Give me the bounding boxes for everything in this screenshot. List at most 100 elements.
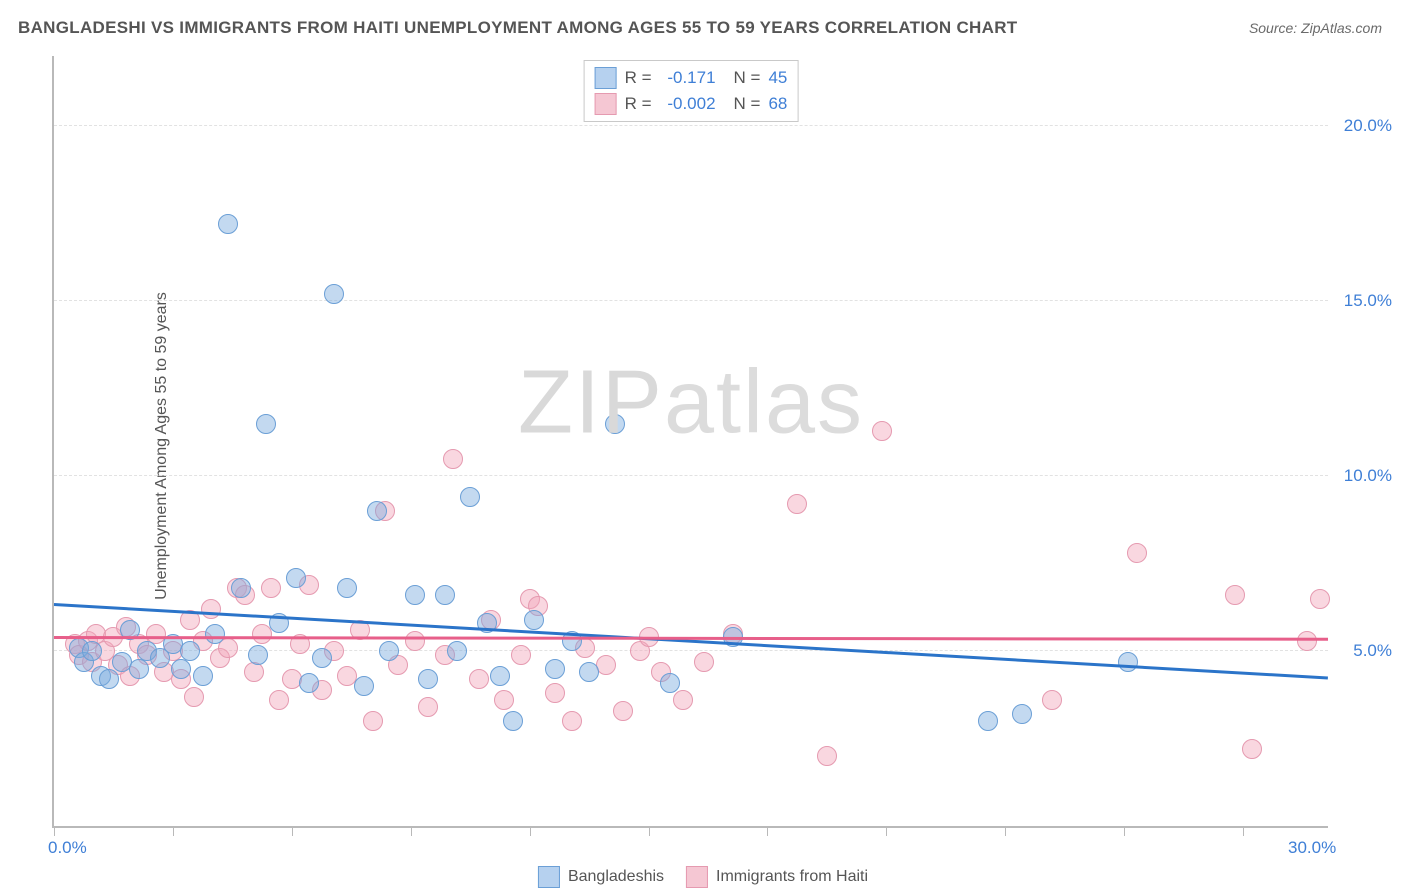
x-tick xyxy=(411,826,412,836)
data-point xyxy=(256,414,276,434)
data-point xyxy=(613,701,633,721)
data-point xyxy=(503,711,523,731)
data-point xyxy=(469,669,489,689)
data-point xyxy=(218,214,238,234)
legend-row: R = -0.002 N = 68 xyxy=(595,91,788,117)
data-point xyxy=(787,494,807,514)
legend-swatch xyxy=(595,67,617,89)
legend-n-value: 45 xyxy=(768,68,787,88)
y-tick-label: 10.0% xyxy=(1344,466,1392,486)
y-tick-label: 20.0% xyxy=(1344,116,1392,136)
data-point xyxy=(324,284,344,304)
x-tick xyxy=(292,826,293,836)
data-point xyxy=(99,669,119,689)
data-point xyxy=(1012,704,1032,724)
legend-row: R = -0.171 N = 45 xyxy=(595,65,788,91)
data-point xyxy=(337,578,357,598)
data-point xyxy=(817,746,837,766)
data-point xyxy=(1042,690,1062,710)
data-point xyxy=(379,641,399,661)
x-tick xyxy=(1243,826,1244,836)
data-point xyxy=(545,683,565,703)
x-tick xyxy=(530,826,531,836)
data-point xyxy=(261,578,281,598)
data-point xyxy=(201,599,221,619)
data-point xyxy=(418,669,438,689)
legend-item: Bangladeshis xyxy=(538,866,664,888)
legend-label: Bangladeshis xyxy=(568,868,664,886)
data-point xyxy=(354,676,374,696)
x-tick xyxy=(1124,826,1125,836)
data-point xyxy=(363,711,383,731)
watermark: ZIPatlas xyxy=(518,351,864,454)
y-tick-label: 5.0% xyxy=(1353,641,1392,661)
data-point xyxy=(1310,589,1330,609)
data-point xyxy=(435,585,455,605)
data-point xyxy=(231,578,251,598)
data-point xyxy=(184,687,204,707)
data-point xyxy=(460,487,480,507)
data-point xyxy=(405,631,425,651)
gridline xyxy=(54,650,1328,651)
source-attribution: Source: ZipAtlas.com xyxy=(1249,20,1382,36)
chart-title: BANGLADESHI VS IMMIGRANTS FROM HAITI UNE… xyxy=(18,18,1017,38)
y-tick-label: 15.0% xyxy=(1344,291,1392,311)
legend-swatch xyxy=(538,866,560,888)
data-point xyxy=(660,673,680,693)
legend-r-value: -0.171 xyxy=(660,68,716,88)
data-point xyxy=(545,659,565,679)
data-point xyxy=(286,568,306,588)
data-point xyxy=(673,690,693,710)
data-point xyxy=(1297,631,1317,651)
gridline xyxy=(54,125,1328,126)
x-tick xyxy=(649,826,650,836)
legend-n-label: N = xyxy=(734,94,761,114)
x-tick xyxy=(54,826,55,836)
data-point xyxy=(978,711,998,731)
data-point xyxy=(299,673,319,693)
data-point xyxy=(312,648,332,668)
data-point xyxy=(605,414,625,434)
data-point xyxy=(82,641,102,661)
data-point xyxy=(418,697,438,717)
x-tick xyxy=(1005,826,1006,836)
data-point xyxy=(694,652,714,672)
legend-item: Immigrants from Haiti xyxy=(686,866,868,888)
series-legend: Bangladeshis Immigrants from Haiti xyxy=(538,866,868,888)
data-point xyxy=(171,659,191,679)
watermark-atlas: atlas xyxy=(664,352,864,452)
data-point xyxy=(1127,543,1147,563)
legend-r-value: -0.002 xyxy=(660,94,716,114)
correlation-legend: R = -0.171 N = 45 R = -0.002 N = 68 xyxy=(584,60,799,122)
data-point xyxy=(562,711,582,731)
data-point xyxy=(490,666,510,686)
legend-swatch xyxy=(595,93,617,115)
data-point xyxy=(511,645,531,665)
data-point xyxy=(872,421,892,441)
data-point xyxy=(579,662,599,682)
legend-n-label: N = xyxy=(734,68,761,88)
data-point xyxy=(180,641,200,661)
x-tick xyxy=(173,826,174,836)
data-point xyxy=(1118,652,1138,672)
gridline xyxy=(54,300,1328,301)
legend-label: Immigrants from Haiti xyxy=(716,868,868,886)
legend-r-label: R = xyxy=(625,68,652,88)
legend-n-value: 68 xyxy=(768,94,787,114)
legend-r-label: R = xyxy=(625,94,652,114)
data-point xyxy=(524,610,544,630)
data-point xyxy=(129,659,149,679)
legend-swatch xyxy=(686,866,708,888)
data-point xyxy=(248,645,268,665)
x-tick xyxy=(886,826,887,836)
data-point xyxy=(494,690,514,710)
data-point xyxy=(367,501,387,521)
data-point xyxy=(447,641,467,661)
gridline xyxy=(54,475,1328,476)
plot-area: ZIPatlas R =-0.171N =45R =-0.002N =68 5.… xyxy=(52,56,1328,828)
x-tick-label: 0.0% xyxy=(48,838,87,858)
data-point xyxy=(269,690,289,710)
data-point xyxy=(244,662,264,682)
data-point xyxy=(193,666,213,686)
watermark-zip: ZIP xyxy=(518,352,664,452)
